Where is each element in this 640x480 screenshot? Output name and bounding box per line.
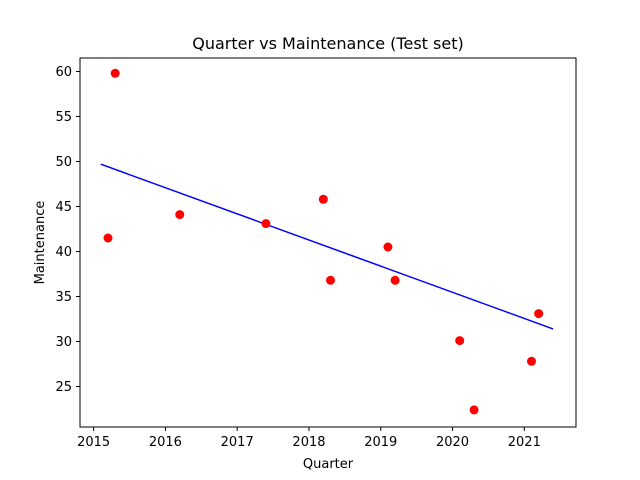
data-point (110, 68, 120, 78)
data-point (318, 194, 328, 204)
x-axis-label: Quarter (303, 457, 354, 472)
x-axis: 2015 2016 2017 2018 2019 2020 2021 (77, 427, 541, 450)
y-tick-label: 40 (55, 245, 72, 260)
data-point (175, 210, 185, 220)
y-axis: 25 30 35 40 45 50 55 60 (55, 65, 80, 395)
plot-frame (79, 57, 577, 428)
x-tick-label: 2021 (508, 435, 541, 450)
y-tick-label: 35 (55, 290, 72, 305)
data-point (261, 219, 271, 229)
x-tick-label: 2019 (364, 435, 397, 450)
data-point (534, 309, 544, 319)
data-point (326, 275, 336, 285)
regression-line (100, 163, 554, 330)
y-tick-label: 25 (55, 380, 72, 395)
data-point (383, 242, 393, 252)
x-tick-label: 2016 (149, 435, 182, 450)
data-point (526, 356, 536, 366)
data-point (469, 405, 479, 415)
y-tick-label: 45 (55, 200, 72, 215)
x-tick-label: 2015 (77, 435, 110, 450)
y-tick-label: 30 (55, 335, 72, 350)
data-point (455, 336, 465, 346)
x-tick-label: 2020 (436, 435, 469, 450)
y-tick-label: 50 (55, 155, 72, 170)
data-point (103, 233, 113, 243)
x-tick-label: 2017 (221, 435, 254, 450)
y-tick-label: 60 (55, 65, 72, 80)
x-tick-label: 2018 (292, 435, 325, 450)
plot-area (100, 68, 554, 415)
chart-title: Quarter vs Maintenance (Test set) (192, 34, 463, 53)
y-axis-label: Maintenance (33, 201, 48, 285)
y-tick-label: 55 (55, 110, 72, 125)
data-point (390, 275, 400, 285)
